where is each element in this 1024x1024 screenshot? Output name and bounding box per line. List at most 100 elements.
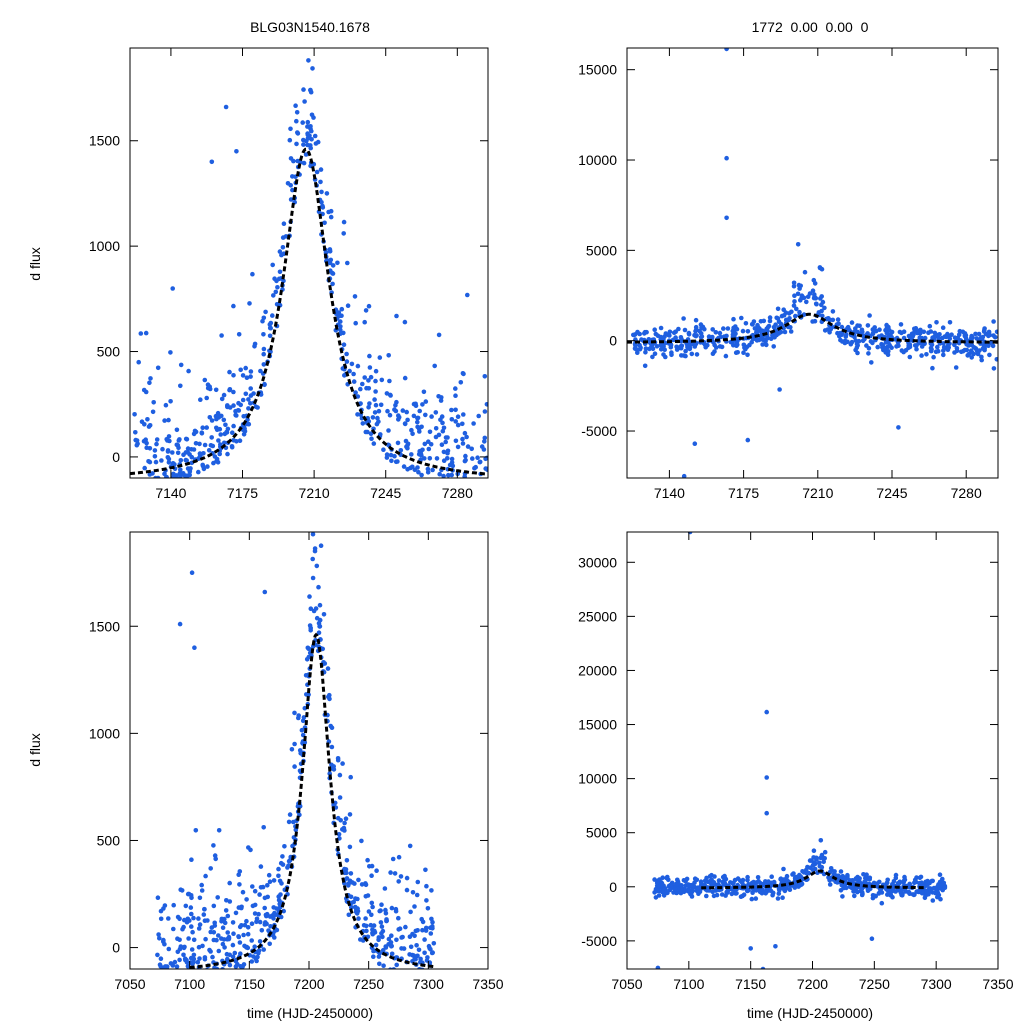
data-point [155, 952, 160, 958]
data-point [842, 884, 848, 889]
data-point [346, 912, 352, 918]
data-point [347, 812, 353, 817]
data-point [277, 878, 283, 884]
panel-top-left: BLG03N1540.1678 d flux 7140 7175 7210 7245 7… [27, 19, 489, 501]
data-point [662, 347, 667, 353]
model-curve-bottom-left [189, 632, 435, 969]
data-point [791, 280, 797, 286]
data-point [293, 827, 299, 833]
data-point [393, 403, 398, 408]
data-point [455, 444, 461, 450]
data-point [765, 336, 770, 341]
outlier-point [234, 149, 239, 154]
data-point [351, 379, 357, 384]
ylabel-top-left: d flux [27, 247, 43, 280]
data-point [455, 422, 461, 428]
data-point [370, 904, 375, 910]
data-point [390, 856, 396, 862]
data-point [453, 407, 458, 413]
data-point [288, 183, 294, 188]
y-tick-label: 1500 [89, 618, 120, 634]
data-point [483, 456, 488, 462]
data-point [196, 469, 201, 475]
data-point [399, 935, 404, 940]
data-point [344, 359, 350, 364]
data-point [261, 947, 267, 952]
data-point [338, 319, 343, 324]
data-point [159, 973, 164, 978]
data-point [792, 299, 797, 304]
data-point [233, 910, 239, 916]
data-point [213, 856, 218, 862]
data-point [254, 916, 260, 922]
data-point [745, 874, 750, 880]
data-point [294, 110, 300, 115]
data-point [212, 965, 217, 969]
data-point [248, 374, 253, 379]
data-point [781, 325, 786, 331]
data-point [982, 326, 987, 331]
data-point [369, 912, 374, 918]
data-point [378, 432, 383, 437]
data-point [275, 285, 280, 290]
data-point [429, 414, 434, 419]
data-point [231, 438, 236, 443]
data-point [782, 329, 788, 335]
data-point [911, 332, 916, 338]
data-point [368, 374, 374, 380]
data-point [290, 174, 295, 179]
data-point [252, 341, 258, 347]
data-point [414, 892, 420, 898]
data-point [309, 128, 314, 134]
data-point [412, 955, 418, 960]
data-point [686, 346, 691, 351]
data-point [994, 329, 998, 335]
data-point [418, 967, 423, 969]
data-point [316, 584, 321, 590]
data-point [643, 346, 649, 351]
data-point [376, 408, 382, 414]
data-point [907, 354, 913, 360]
data-point [441, 473, 446, 478]
data-point [443, 439, 449, 445]
data-point [409, 452, 414, 457]
data-point [960, 348, 966, 354]
outlier-point [745, 437, 751, 443]
data-point [218, 442, 223, 447]
data-point [745, 329, 751, 334]
data-point [302, 705, 308, 711]
data-point [384, 452, 390, 457]
data-point [925, 878, 930, 884]
data-point [343, 816, 349, 821]
data-point [683, 348, 688, 354]
data-point [152, 448, 158, 453]
data-point [483, 466, 488, 471]
data-point [271, 878, 277, 883]
data-point [297, 748, 303, 753]
data-point [292, 741, 297, 747]
data-point [369, 900, 375, 906]
data-point [386, 936, 392, 942]
data-point [922, 335, 928, 341]
data-point [379, 377, 385, 383]
data-point [243, 391, 249, 397]
data-point [197, 922, 203, 927]
data-point [165, 449, 171, 454]
data-point [366, 378, 371, 383]
data-point [280, 854, 285, 859]
data-point [311, 115, 316, 120]
data-point [789, 309, 794, 315]
data-point [257, 892, 262, 897]
data-point [654, 344, 660, 349]
data-point [219, 936, 224, 941]
data-point [207, 947, 212, 953]
data-point [383, 911, 389, 916]
data-point [388, 870, 393, 875]
data-point [239, 923, 244, 928]
data-point [464, 434, 469, 440]
data-point [455, 414, 461, 420]
data-point [330, 270, 335, 276]
data-point [433, 410, 439, 415]
data-point [193, 441, 199, 446]
data-point [420, 447, 425, 453]
